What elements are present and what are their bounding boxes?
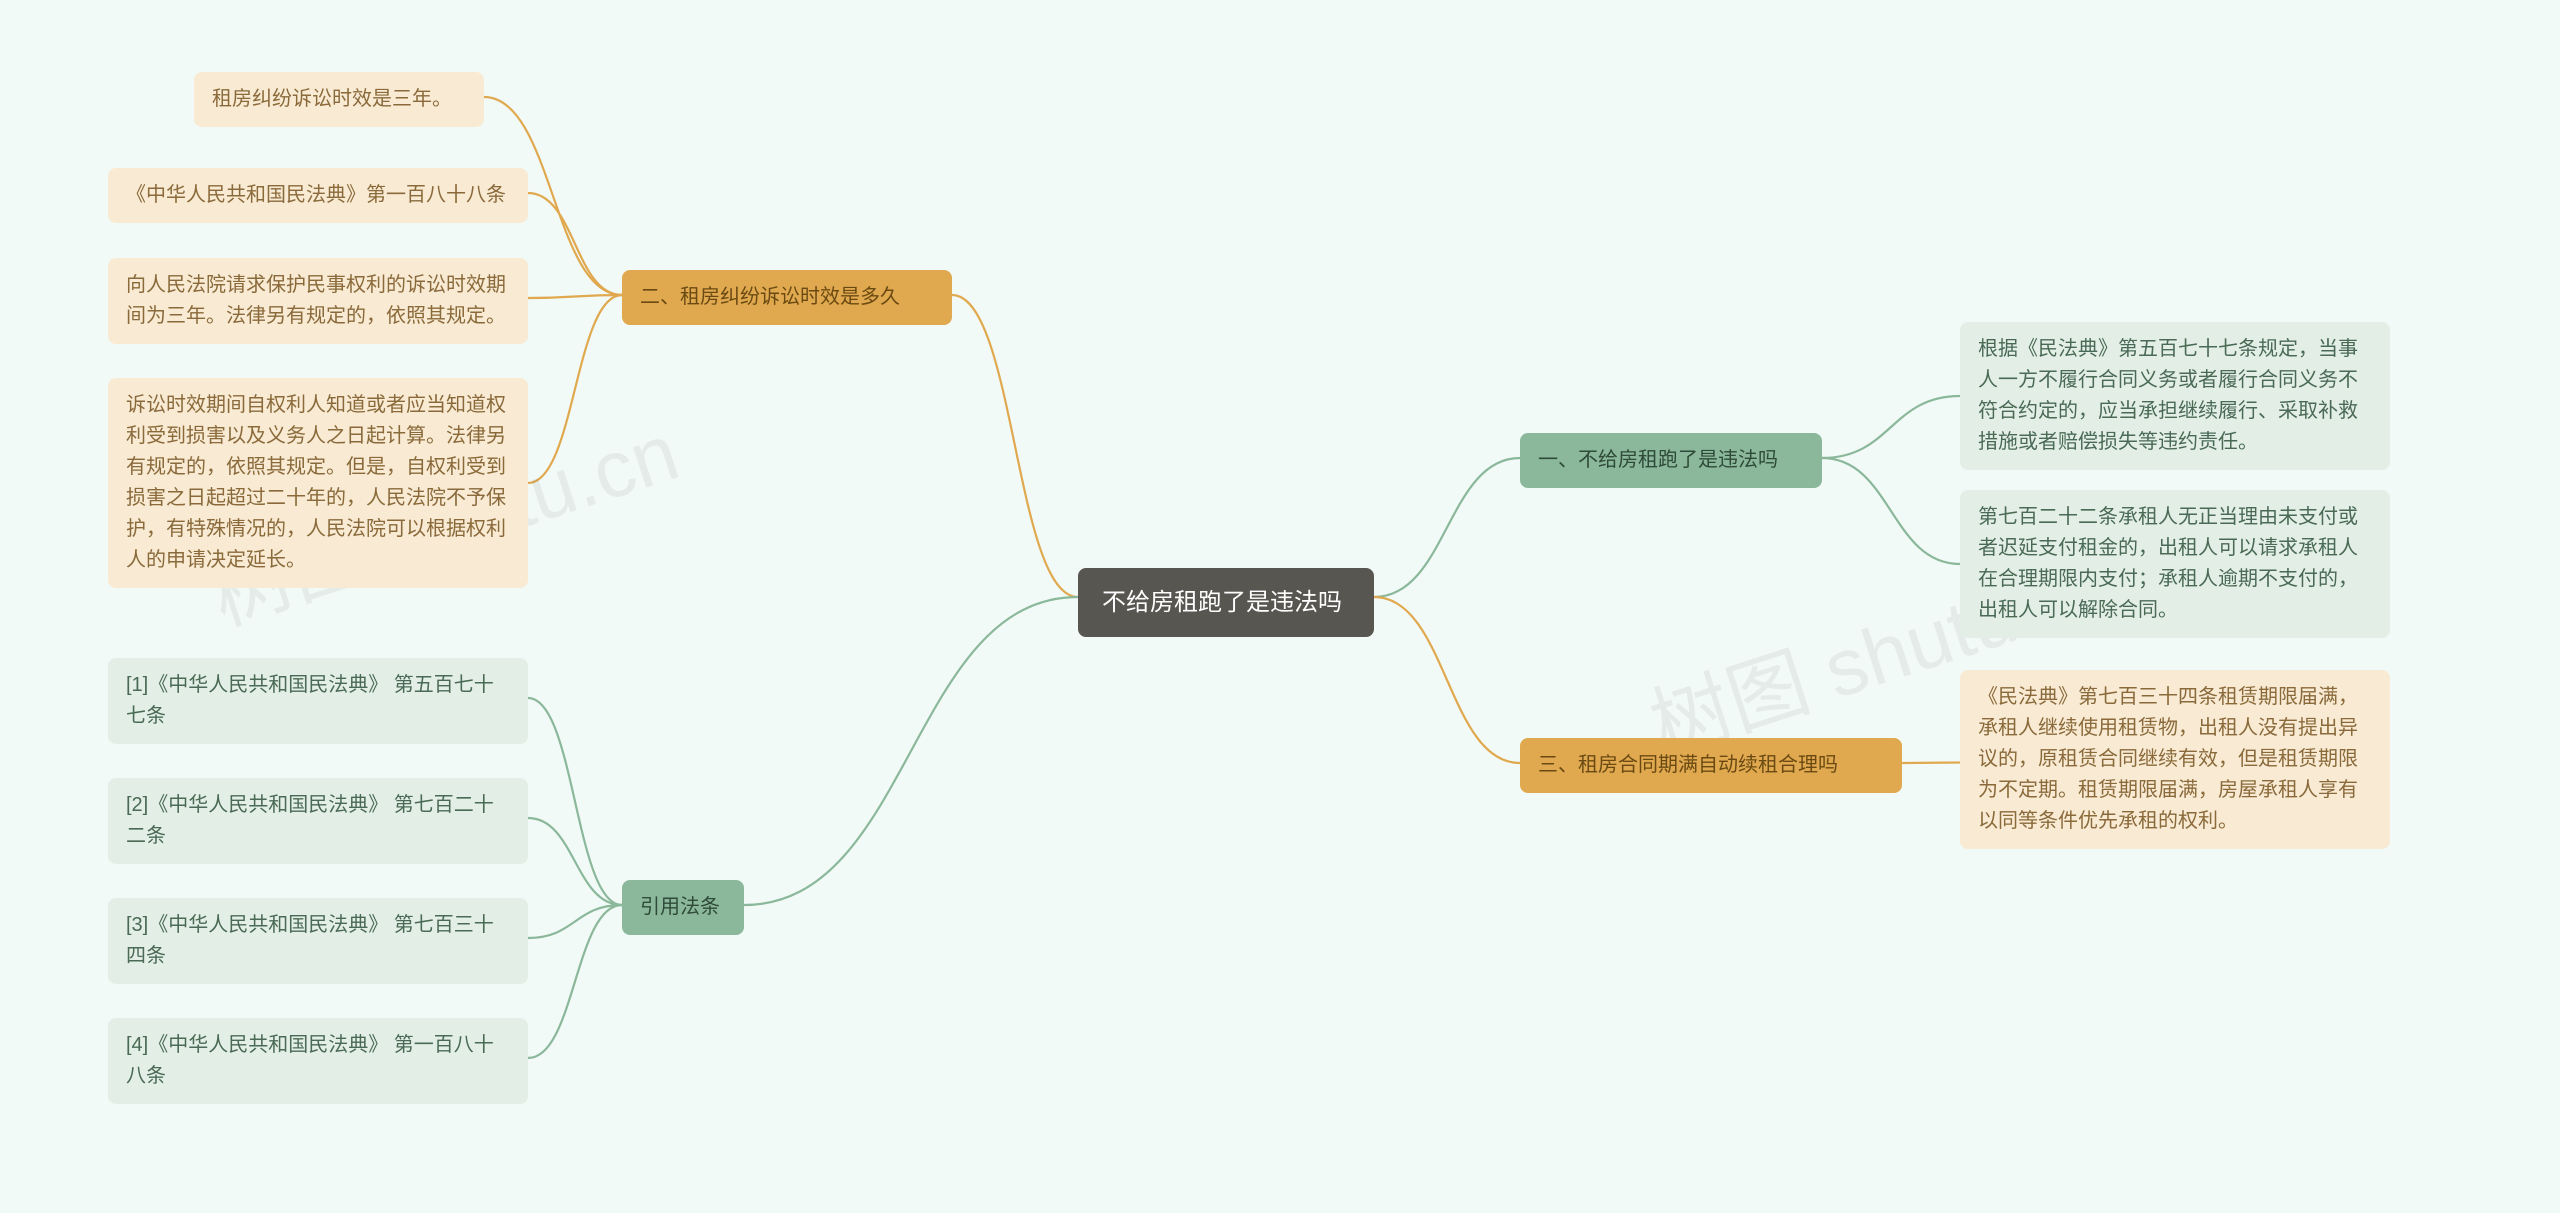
branch-node: 二、租房纠纷诉讼时效是多久	[622, 270, 952, 325]
branch-node: 三、租房合同期满自动续租合理吗	[1520, 738, 1902, 793]
leaf-node: 《民法典》第七百三十四条租赁期限届满，承租人继续使用租赁物，出租人没有提出异议的…	[1960, 670, 2390, 849]
branch-node: 引用法条	[622, 880, 744, 935]
mindmap-root: 不给房租跑了是违法吗	[1078, 568, 1374, 637]
leaf-node: 向人民法院请求保护民事权利的诉讼时效期间为三年。法律另有规定的，依照其规定。	[108, 258, 528, 344]
leaf-node: 第七百二十二条承租人无正当理由未支付或者迟延支付租金的，出租人可以请求承租人在合…	[1960, 490, 2390, 638]
leaf-node: 诉讼时效期间自权利人知道或者应当知道权利受到损害以及义务人之日起计算。法律另有规…	[108, 378, 528, 588]
leaf-node: [4]《中华人民共和国民法典》 第一百八十八条	[108, 1018, 528, 1104]
leaf-node: [3]《中华人民共和国民法典》 第七百三十四条	[108, 898, 528, 984]
leaf-node: [2]《中华人民共和国民法典》 第七百二十二条	[108, 778, 528, 864]
branch-node: 一、不给房租跑了是违法吗	[1520, 433, 1822, 488]
leaf-node: [1]《中华人民共和国民法典》 第五百七十七条	[108, 658, 528, 744]
leaf-node: 根据《民法典》第五百七十七条规定，当事人一方不履行合同义务或者履行合同义务不符合…	[1960, 322, 2390, 470]
leaf-node: 《中华人民共和国民法典》第一百八十八条	[108, 168, 528, 223]
leaf-node: 租房纠纷诉讼时效是三年。	[194, 72, 484, 127]
